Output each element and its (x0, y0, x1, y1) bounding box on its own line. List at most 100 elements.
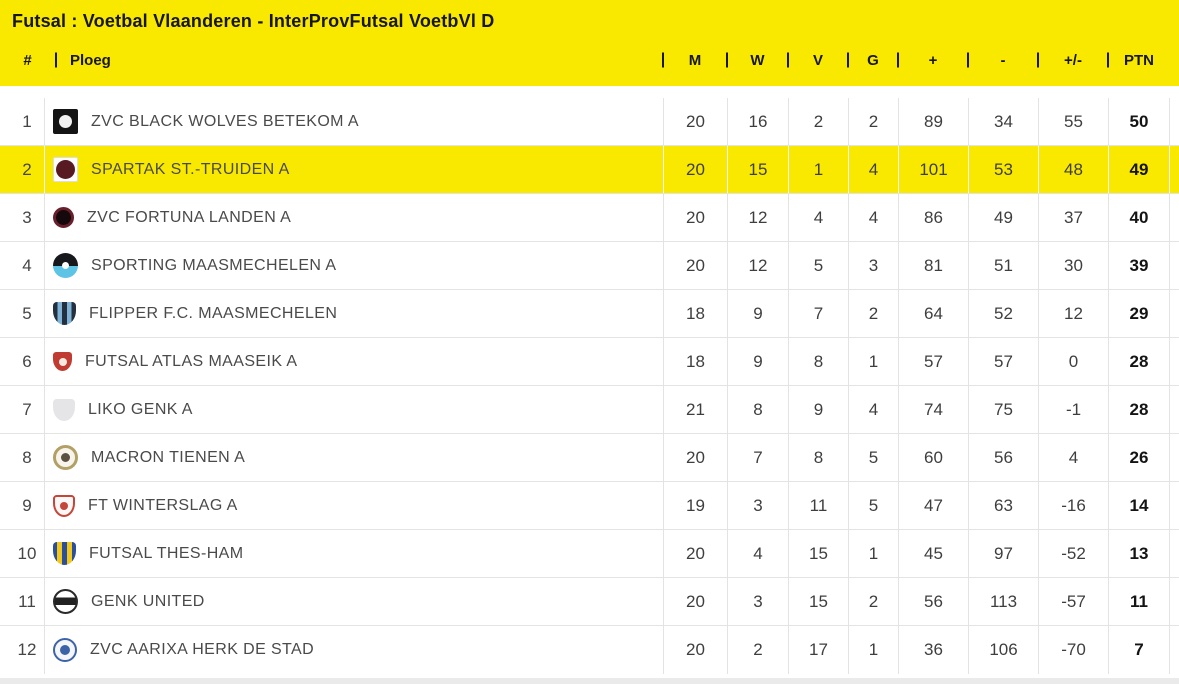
column-header-label: V (812, 51, 823, 69)
rank-cell: 6 (0, 338, 45, 385)
team-name: FUTSAL THES-HAM (89, 544, 244, 562)
stat-points: 13 (1108, 530, 1170, 577)
team-name: LIKO GENK A (88, 400, 193, 418)
team-logo-emblem (56, 160, 75, 179)
team-row-1[interactable]: 1 ZVC BLACK WOLVES BETEKOM A 20 16 2 2 89 34 55 5… (0, 98, 1179, 146)
table-header-band: Futsal : Voetbal Vlaanderen - InterProvF… (0, 0, 1179, 86)
team-logo (53, 542, 76, 565)
row-right-margin (1170, 434, 1179, 481)
stat-goals-against: 53 (968, 146, 1038, 193)
stat-goal-diff: 12 (1038, 290, 1108, 337)
stat-goals-for: 45 (898, 530, 968, 577)
team-row-7[interactable]: 7 LIKO GENK A 21 8 9 4 74 75 -1 28 (0, 386, 1179, 434)
stat-goal-diff: 55 (1038, 98, 1108, 145)
stat-matches: 20 (663, 530, 727, 577)
team-name: GENK UNITED (91, 592, 205, 610)
team-logo (53, 302, 76, 325)
stat-goals-for: 81 (898, 242, 968, 289)
column-header-rank: # (0, 45, 45, 75)
stat-losses: 8 (788, 338, 848, 385)
stat-goal-diff: 0 (1038, 338, 1108, 385)
team-cell: ZVC FORTUNA LANDEN A (45, 194, 663, 241)
stat-draws: 4 (848, 146, 898, 193)
column-header-label: M (688, 51, 702, 69)
stat-goals-for: 64 (898, 290, 968, 337)
team-logo-emblem (61, 453, 70, 462)
column-separator (662, 52, 664, 68)
stat-wins: 16 (727, 98, 788, 145)
stat-losses: 15 (788, 578, 848, 625)
column-header-goal-diff: +/- (1037, 45, 1108, 75)
row-right-margin (1170, 194, 1179, 241)
team-row-12[interactable]: 12 ZVC AARIXA HERK DE STAD 20 2 17 1 36 106 -70 7 (0, 626, 1179, 674)
team-logo (53, 398, 75, 421)
standings-rows: 1 ZVC BLACK WOLVES BETEKOM A 20 16 2 2 89 34 55 5… (0, 98, 1179, 674)
row-right-margin (1170, 242, 1179, 289)
stat-points: 28 (1108, 338, 1170, 385)
rank-cell: 4 (0, 242, 45, 289)
rank-cell: 11 (0, 578, 45, 625)
team-row-5[interactable]: 5 FLIPPER F.C. MAASMECHELEN 18 9 7 2 64 52 12 29 (0, 290, 1179, 338)
column-header-points: PTN (1107, 45, 1170, 75)
stat-draws: 1 (848, 530, 898, 577)
team-row-6[interactable]: 6 FUTSAL ATLAS MAASEIK A 18 9 8 1 57 57 0 28 (0, 338, 1179, 386)
stat-points: 40 (1108, 194, 1170, 241)
stat-wins: 8 (727, 386, 788, 433)
stat-points: 14 (1108, 482, 1170, 529)
stat-wins: 9 (727, 290, 788, 337)
stat-goals-for: 57 (898, 338, 968, 385)
team-row-4[interactable]: 4 SPORTING MAASMECHELEN A 20 12 5 3 81 51 30 39 (0, 242, 1179, 290)
row-right-margin (1170, 290, 1179, 337)
stat-points: 7 (1108, 626, 1170, 674)
team-cell: ZVC AARIXA HERK DE STAD (45, 626, 663, 674)
column-header-losses: V (787, 45, 848, 75)
team-cell: GENK UNITED (45, 578, 663, 625)
team-row-8[interactable]: 8 MACRON TIENEN A 20 7 8 5 60 56 4 26 (0, 434, 1179, 482)
column-header-label: G (867, 51, 879, 69)
stat-matches: 20 (663, 626, 727, 674)
column-header-ploeg-label: Ploeg (70, 51, 111, 69)
team-logo-emblem (62, 262, 69, 269)
rank-cell: 2 (0, 146, 45, 193)
team-row-9[interactable]: 9 FT WINTERSLAG A 19 3 11 5 47 63 -16 14 (0, 482, 1179, 530)
team-row-2[interactable]: 2 SPARTAK ST.-TRUIDEN A 20 15 1 4 101 53 48 49 (0, 146, 1179, 194)
rank-cell: 12 (0, 626, 45, 674)
column-separator (1107, 52, 1109, 68)
column-header-label: PTN (1124, 51, 1154, 69)
stat-draws: 2 (848, 578, 898, 625)
team-row-10[interactable]: 10 FUTSAL THES-HAM 20 4 15 1 45 97 -52 13 (0, 530, 1179, 578)
column-header-draws: G (847, 45, 898, 75)
column-header-label: W (750, 51, 765, 69)
column-header-rank-label: # (23, 51, 32, 69)
stat-points: 28 (1108, 386, 1170, 433)
team-row-11[interactable]: 11 GENK UNITED 20 3 15 2 56 113 -57 11 (0, 578, 1179, 626)
stat-goals-for: 60 (898, 434, 968, 481)
column-header-row: # Ploeg M W V G + - +/- PTN (0, 45, 1179, 75)
column-header-goals-for: + (897, 45, 968, 75)
column-separator (726, 52, 728, 68)
rank-cell: 3 (0, 194, 45, 241)
stat-losses: 2 (788, 98, 848, 145)
team-name: FUTSAL ATLAS MAASEIK A (85, 352, 298, 370)
stat-draws: 2 (848, 98, 898, 145)
rank-cell: 10 (0, 530, 45, 577)
stat-wins: 15 (727, 146, 788, 193)
team-name: ZVC FORTUNA LANDEN A (87, 208, 292, 226)
stat-goal-diff: 48 (1038, 146, 1108, 193)
team-name: ZVC BLACK WOLVES BETEKOM A (91, 112, 359, 130)
stat-goal-diff: 30 (1038, 242, 1108, 289)
row-right-margin (1170, 482, 1179, 529)
rank-cell: 9 (0, 482, 45, 529)
team-logo (53, 589, 78, 614)
stat-matches: 20 (663, 578, 727, 625)
bottom-divider (0, 678, 1179, 684)
team-logo (53, 638, 77, 662)
stat-goal-diff: 37 (1038, 194, 1108, 241)
stat-points: 49 (1108, 146, 1170, 193)
team-logo (53, 109, 78, 134)
team-row-3[interactable]: 3 ZVC FORTUNA LANDEN A 20 12 4 4 86 49 37 40 (0, 194, 1179, 242)
team-logo (53, 445, 78, 470)
stat-points: 26 (1108, 434, 1170, 481)
column-separator (967, 52, 969, 68)
stat-wins: 4 (727, 530, 788, 577)
